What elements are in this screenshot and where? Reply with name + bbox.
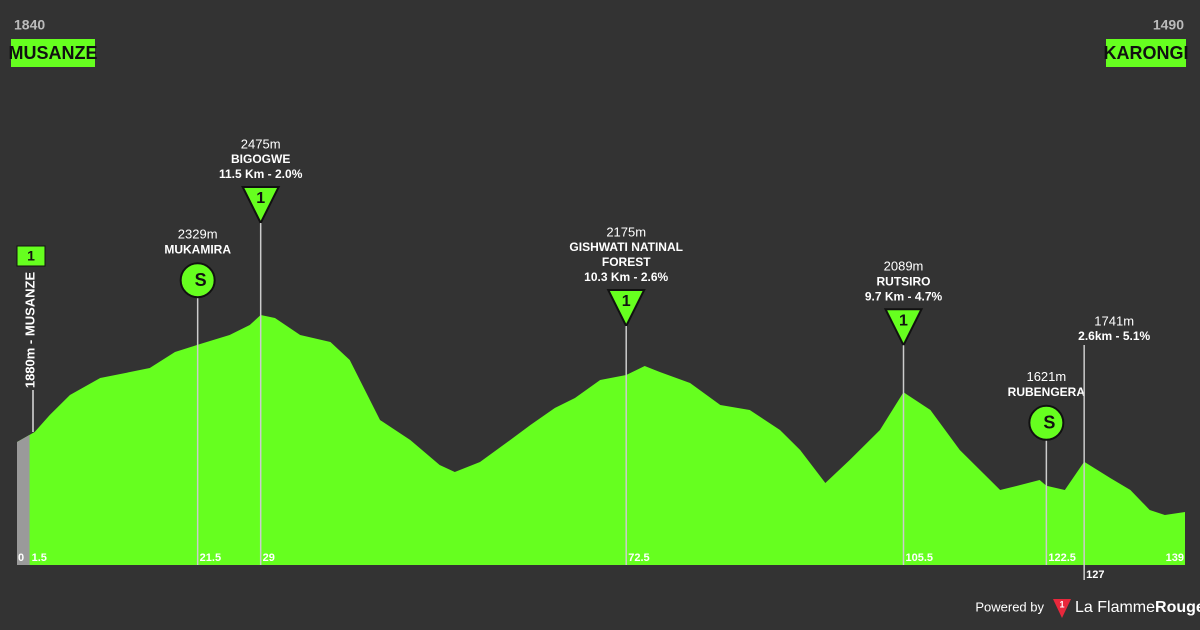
x-tick-label: 1.5	[32, 552, 47, 564]
marker-text: RUTSIRO	[877, 274, 931, 288]
start-name: MUSANZE	[9, 43, 98, 63]
logo-shape	[1053, 599, 1071, 618]
marker-text: BIGOGWE	[231, 152, 290, 166]
brand-main: La Flamme	[1075, 599, 1155, 616]
marker-text: GISHWATI NATINAL	[569, 240, 683, 254]
marker-text: FOREST	[602, 255, 651, 269]
sprint-icon	[1028, 404, 1065, 441]
x-tick-label: 29	[263, 552, 275, 564]
marker-elevation: 2089m	[884, 259, 924, 274]
start-elevation: 1840	[14, 17, 45, 33]
icon-label: 1	[899, 312, 908, 329]
x-tick-label: 72.5	[628, 552, 649, 564]
logo-text: 1	[1059, 599, 1064, 609]
marker-elevation: 2175m	[606, 224, 646, 239]
icon-label: S	[195, 270, 207, 290]
sprint-icon	[179, 262, 216, 299]
start-label: 1880m - MUSANZE	[22, 272, 37, 389]
start-icon: 1	[27, 248, 35, 264]
powered-by: Powered by	[975, 599, 1044, 614]
x-tick-label: 127	[1086, 569, 1104, 581]
kom-icon	[606, 289, 646, 329]
marker-text: RUBENGERA	[1008, 385, 1086, 399]
neutral-area	[17, 434, 30, 565]
marker-elevation: 1741m	[1094, 313, 1134, 328]
kom-icon	[883, 308, 924, 348]
marker-text: 2.6km - 5.1%	[1078, 329, 1150, 343]
x-tick-label: 0	[18, 552, 24, 564]
kom-icon	[241, 186, 281, 226]
icon-label: 1	[256, 190, 265, 207]
finish-box	[1106, 39, 1186, 67]
start-icon-box	[16, 245, 46, 267]
marker-text: MUKAMIRA	[164, 242, 231, 256]
marker-elevation: 2329m	[178, 227, 218, 242]
start-box	[11, 39, 95, 67]
marker-text: 11.5 Km - 2.0%	[219, 167, 303, 181]
finish-elevation: 1490	[1153, 17, 1184, 33]
marker-elevation: 1621m	[1026, 369, 1066, 384]
x-tick-label: 122.5	[1048, 552, 1076, 564]
marker-elevation: 2475m	[241, 136, 281, 151]
icon-label: S	[1043, 413, 1055, 433]
x-tick-label: 21.5	[200, 552, 221, 564]
marker-text: 9.7 Km - 4.7%	[865, 289, 943, 303]
profile-area	[17, 315, 1185, 565]
x-tick-label: 139	[1166, 552, 1184, 564]
marker-text: 10.3 Km - 2.6%	[584, 270, 668, 284]
icon-label: 1	[622, 293, 631, 310]
brand: La FlammeRouge	[1075, 599, 1200, 616]
brand-bold: Rouge	[1155, 599, 1200, 616]
x-tick-label: 105.5	[906, 552, 934, 564]
finish-name: KARONGI	[1104, 43, 1189, 63]
